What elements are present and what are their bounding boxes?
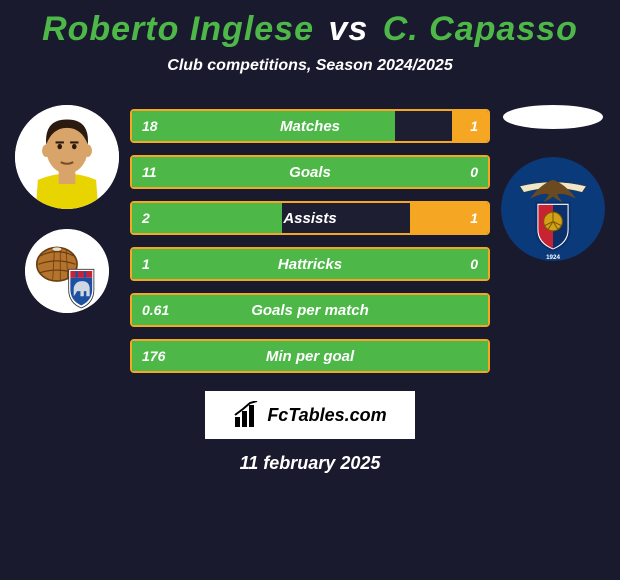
stat-label: Goals [132,164,488,181]
stat-row: 0.61Goals per match [130,293,490,327]
stat-label: Min per goal [132,348,488,365]
stat-row: 181Matches [130,109,490,143]
stat-row: 176Min per goal [130,339,490,373]
stat-row: 21Assists [130,201,490,235]
brand-chart-icon [233,401,261,429]
comparison-card: Roberto Inglese vs C. Capasso Club compe… [0,0,620,474]
stats-area: 181Matches 110Goals 21Assists 10Hattricks 0.… [0,105,620,373]
svg-text:1924: 1924 [546,254,560,261]
subtitle: Club competitions, Season 2024/2025 [0,57,620,75]
player1-avatar [15,105,119,209]
stat-bars: 181Matches 110Goals 21Assists 10Hattricks 0.… [130,109,490,373]
club1-crest-icon [25,229,109,313]
page-title: Roberto Inglese vs C. Capasso [0,10,620,49]
title-vs: vs [328,10,368,48]
stat-label: Matches [132,118,488,135]
title-player2: C. Capasso [383,10,578,48]
brand-box[interactable]: FcTables.com [205,391,415,439]
player1-portrait-icon [15,105,119,209]
date-label: 11 february 2025 [0,453,620,474]
stat-row: 110Goals [130,155,490,189]
stat-label: Hattricks [132,256,488,273]
player2-avatar-placeholder [503,105,603,129]
title-player1: Roberto Inglese [42,10,314,48]
left-column [12,105,122,313]
player1-club-badge [25,229,109,313]
brand-label: FcTables.com [267,405,386,426]
stat-row: 10Hattricks [130,247,490,281]
stat-label: Assists [132,210,488,227]
player2-club-badge: 1924 [501,157,605,261]
stat-label: Goals per match [132,302,488,319]
club2-crest-icon: 1924 [501,157,605,261]
right-column: 1924 [498,105,608,261]
